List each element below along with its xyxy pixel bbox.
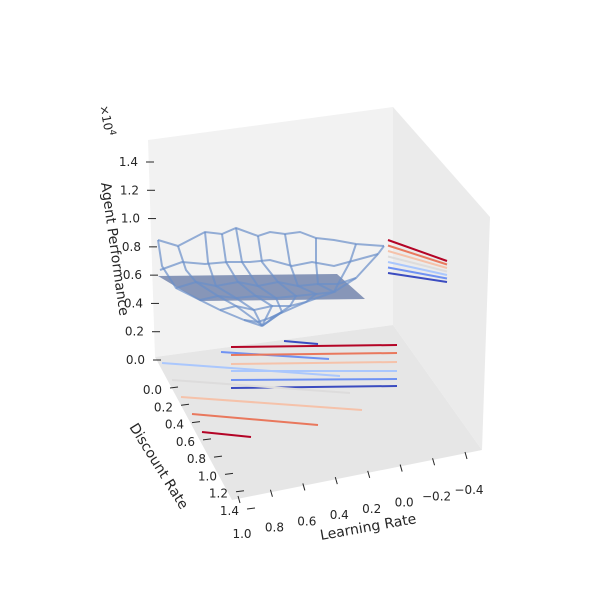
z-tick-label: 0.0: [126, 353, 145, 367]
x-tick: [334, 477, 338, 485]
y-tick-label: 0.0: [143, 383, 162, 397]
y-tick: [235, 490, 245, 493]
x-tick-label: 0.4: [330, 508, 349, 522]
z-axis: 0.0 0.2 0.4 0.6 0.8 1.0 1.2 1.4: [119, 155, 161, 367]
z-tick-label: 0.4: [124, 296, 143, 310]
z-tick-label: 0.8: [122, 240, 141, 254]
y-tick: [191, 421, 201, 424]
side-contour-line: [387, 266, 448, 280]
x-tick: [399, 464, 403, 472]
x-tick: [237, 495, 241, 504]
floor-contour-line: [230, 361, 398, 365]
x-axis: 1.0 0.8 0.6 0.4 0.2 0.0 −0.2 −0.4: [232, 451, 484, 541]
z-tick-label: 1.2: [120, 183, 139, 197]
wireframe-line: [177, 245, 263, 327]
wireframe-line: [157, 239, 263, 327]
x-tick-label: 0.6: [297, 514, 316, 528]
y-tick-label: 0.2: [154, 400, 173, 414]
side-contour-line: [387, 239, 448, 262]
y-tick: [180, 403, 190, 406]
floor-contour-line: [161, 362, 341, 377]
x-tick-label: −0.2: [422, 489, 451, 503]
y-tick: [169, 386, 179, 389]
y-tick: [224, 472, 234, 475]
wireframe-line: [305, 238, 337, 303]
right-pane: [393, 107, 490, 450]
floor-contour-line: [230, 378, 398, 381]
floor-contour-line: [180, 396, 363, 411]
x-tick-label: 1.0: [232, 527, 251, 541]
y-tick: [202, 438, 212, 441]
wireframe-line: [175, 277, 357, 289]
z-tick-label: 1.4: [119, 155, 138, 169]
floor-contour-line: [191, 413, 319, 426]
wireframe-line: [257, 235, 298, 327]
z-offset-label: ×104: [97, 104, 117, 137]
y-tick: [246, 507, 256, 510]
wireframe-surface: [157, 226, 385, 327]
y-tick-label: 1.4: [220, 504, 239, 518]
floor-contour-line: [171, 379, 351, 394]
x-tick-label: 0.2: [362, 502, 381, 516]
wireframe-line: [204, 231, 263, 327]
floor-contour-line: [201, 431, 252, 438]
wireframe-line: [199, 291, 335, 301]
y-tick-label: 1.0: [198, 469, 217, 483]
floor-contours: [161, 340, 398, 438]
x-tick-label: 0.8: [265, 521, 284, 535]
wireframe-line: [333, 243, 357, 293]
floor-contour-line: [230, 344, 398, 348]
wireframe-line: [159, 253, 379, 271]
y-tick-label: 0.6: [176, 435, 195, 449]
side-contours: [387, 239, 448, 283]
x-tick: [367, 470, 371, 478]
y-tick-label: 0.8: [187, 452, 206, 466]
side-contour-line: [387, 261, 448, 276]
side-contour-line: [387, 255, 448, 273]
side-contour-line: [387, 244, 448, 266]
z-tick-label: 0.2: [125, 325, 144, 339]
floor-contour-line: [220, 351, 330, 360]
floor-contour-line: [283, 340, 319, 345]
x-tick-label: 0.0: [395, 496, 414, 510]
floor-contour-line: [230, 352, 398, 356]
y-tick-label: 1.2: [209, 487, 228, 501]
y-tick-label: 0.4: [165, 418, 184, 432]
wireframe-line: [269, 233, 318, 319]
side-contour-line: [387, 250, 448, 269]
floor-contour-line: [230, 385, 398, 389]
wireframe-line: [333, 245, 385, 293]
x-tick: [464, 451, 468, 460]
z-tick-label: 0.6: [123, 268, 142, 282]
y-tick: [213, 455, 223, 458]
x-tick: [269, 489, 273, 497]
side-contour-line: [387, 272, 448, 283]
z-tick-label: 1.0: [121, 212, 140, 226]
x-tick: [432, 458, 436, 466]
wireframe-line: [221, 233, 274, 327]
y-axis: 0.0 0.2 0.4 0.6 0.8 1.0 1.2 1.4: [143, 383, 256, 518]
wireframe-line: [219, 301, 307, 312]
x-tick: [302, 483, 306, 491]
x-tick-label: −0.4: [454, 483, 483, 497]
